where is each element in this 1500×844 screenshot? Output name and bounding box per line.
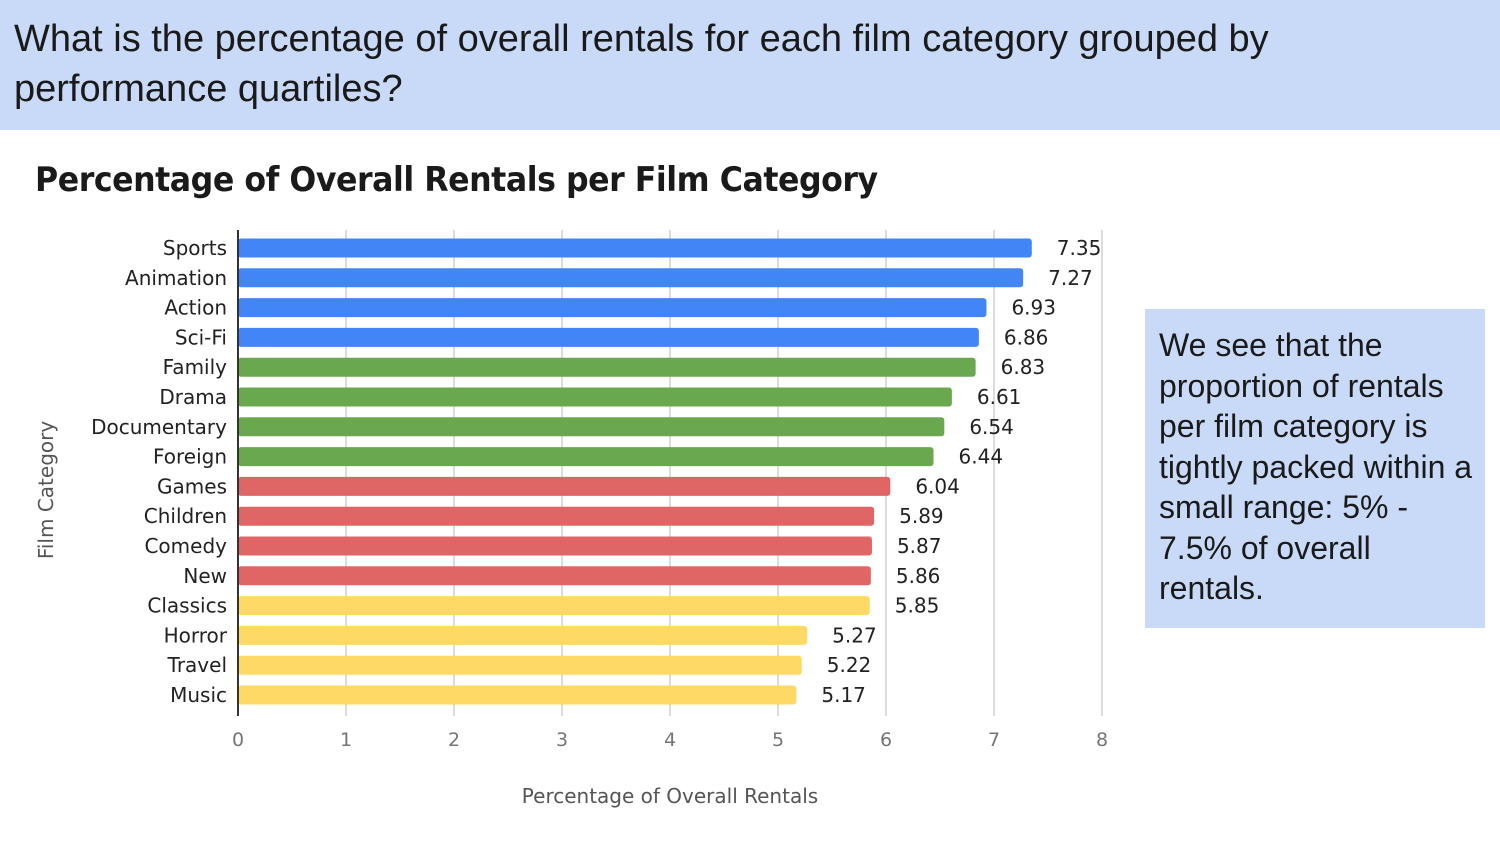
chart-title: Percentage of Overall Rentals per Film C…: [35, 160, 878, 200]
data-label: 5.22: [827, 653, 872, 677]
bar: [238, 655, 802, 675]
category-label: Foreign: [153, 445, 227, 469]
data-label: 6.54: [969, 415, 1014, 439]
data-label: 5.27: [832, 623, 877, 647]
category-label: Animation: [125, 266, 227, 290]
category-label: Sci-Fi: [175, 325, 227, 349]
note-text: We see that the proportion of rentals pe…: [1159, 327, 1473, 606]
data-label: 6.86: [1004, 325, 1049, 349]
y-axis-title: Film Category: [34, 421, 58, 560]
bar: [238, 536, 872, 556]
category-label: Children: [144, 504, 227, 528]
header-banner: What is the percentage of overall rental…: [0, 0, 1500, 130]
bar: [238, 417, 945, 437]
x-tick-label: 4: [664, 729, 676, 751]
bar: [238, 298, 987, 318]
x-tick-label: 7: [988, 729, 1000, 751]
bar: [238, 596, 870, 616]
data-label: 5.17: [821, 683, 866, 707]
labels: 0 1 2 3 4 5 6 7 8 Sports 7.35 Animation 7.27 Action 6.…: [91, 236, 1108, 751]
x-axis-title: Percentage of Overall Rentals: [522, 784, 818, 808]
data-label: 6.61: [977, 385, 1022, 409]
bar-chart: 0 1 2 3 4 5 6 7 8 Sports 7.35 Animation 7.27 Action 6.…: [34, 230, 1108, 808]
bar: [238, 685, 797, 705]
category-label: Classics: [147, 594, 227, 618]
x-tick-label: 1: [340, 729, 352, 751]
category-label: Action: [164, 296, 227, 320]
bar: [238, 566, 871, 586]
bar: [238, 387, 952, 407]
category-label: New: [183, 564, 227, 588]
bar: [238, 357, 976, 377]
data-label: 5.86: [896, 564, 941, 588]
data-label: 7.35: [1057, 236, 1102, 260]
bar: [238, 268, 1024, 288]
category-label: Travel: [167, 653, 227, 677]
bar: [238, 625, 808, 645]
category-label: Music: [170, 683, 227, 707]
bar: [238, 506, 875, 526]
category-label: Family: [163, 355, 228, 379]
category-label: Documentary: [91, 415, 227, 439]
data-label: 5.85: [895, 594, 940, 618]
x-tick-label: 8: [1096, 729, 1108, 751]
bar: [238, 238, 1032, 258]
data-label: 6.44: [959, 445, 1004, 469]
x-tick-label: 3: [556, 729, 568, 751]
category-label: Sports: [163, 236, 227, 260]
x-tick-label: 6: [880, 729, 892, 751]
data-label: 7.27: [1048, 266, 1093, 290]
bar: [238, 327, 979, 347]
bar: [238, 447, 934, 467]
category-label: Drama: [159, 385, 227, 409]
insight-note: We see that the proportion of rentals pe…: [1145, 309, 1485, 628]
x-tick-label: 5: [772, 729, 784, 751]
data-label: 6.83: [1001, 355, 1046, 379]
category-label: Horror: [164, 623, 228, 647]
category-label: Comedy: [144, 534, 227, 558]
bar: [238, 476, 891, 496]
data-label: 5.87: [897, 534, 942, 558]
question-text: What is the percentage of overall rental…: [14, 18, 1269, 110]
data-label: 6.93: [1011, 296, 1056, 320]
x-tick-label: 2: [448, 729, 460, 751]
data-label: 6.04: [915, 474, 960, 498]
x-tick-label: 0: [232, 729, 244, 751]
category-label: Games: [157, 474, 227, 498]
data-label: 5.89: [899, 504, 944, 528]
bars: [238, 238, 1032, 705]
